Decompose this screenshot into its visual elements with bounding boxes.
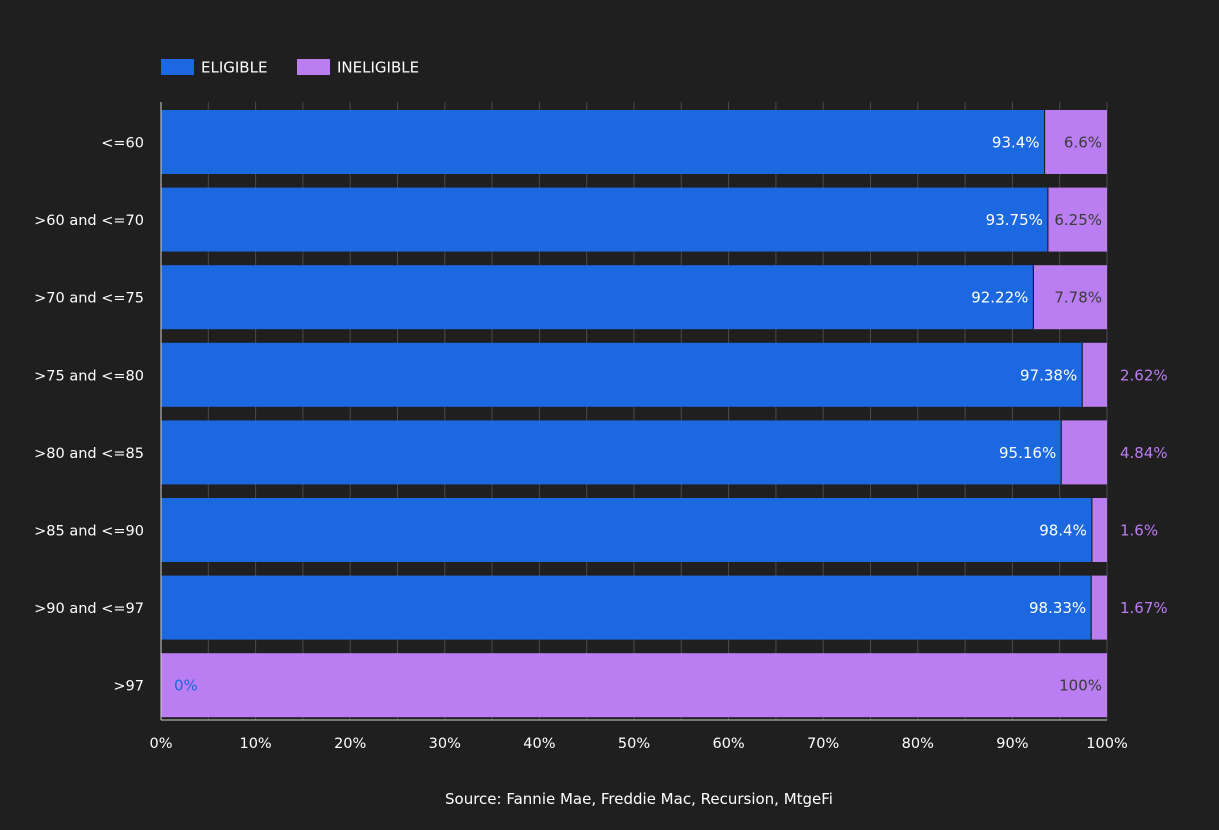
bar-eligible bbox=[161, 342, 1083, 407]
axes: <=60 >60 and <=70 >70 and <=75 >75 and <=80… bbox=[34, 102, 1128, 752]
data-label-eligible: 98.33% bbox=[1029, 599, 1086, 617]
data-label-ineligible: 6.6% bbox=[1064, 134, 1102, 152]
data-label-eligible: 98.4% bbox=[1039, 522, 1087, 540]
x-tick-label: 10% bbox=[239, 736, 271, 752]
data-label-ineligible: 100% bbox=[1059, 677, 1102, 695]
bar-eligible bbox=[161, 420, 1062, 485]
category-label: >97 bbox=[113, 679, 144, 695]
bar-eligible bbox=[161, 187, 1048, 252]
data-label-eligible: 92.22% bbox=[971, 289, 1028, 307]
legend-swatch bbox=[297, 59, 330, 75]
bars bbox=[161, 110, 1107, 718]
category-label: >90 and <=97 bbox=[34, 601, 144, 617]
category-label: <=60 bbox=[101, 136, 144, 152]
bar-ineligible bbox=[1091, 575, 1107, 640]
x-tick-label: 20% bbox=[334, 736, 366, 752]
source-note: Source: Fannie Mae, Freddie Mac, Recursi… bbox=[445, 790, 833, 808]
x-tick-label: 60% bbox=[712, 736, 744, 752]
category-label: >60 and <=70 bbox=[34, 213, 144, 229]
data-label-ineligible: 6.25% bbox=[1054, 211, 1102, 229]
legend-label: INELIGIBLE bbox=[337, 59, 419, 77]
bar-ineligible bbox=[1061, 420, 1107, 485]
bar-ineligible bbox=[1047, 187, 1107, 252]
data-label-ineligible: 1.6% bbox=[1120, 522, 1158, 540]
bar-ineligible bbox=[1082, 342, 1107, 407]
bar-eligible bbox=[161, 265, 1034, 330]
bar-ineligible bbox=[1091, 498, 1107, 562]
bar-ineligible bbox=[161, 653, 1107, 718]
data-labels: 93.4% 6.6% 93.75% 6.25% 92.22% 7.78% 97.38% 2.6… bbox=[174, 134, 1168, 695]
legend: ELIGIBLE INELIGIBLE bbox=[161, 59, 419, 77]
x-tick-label: 30% bbox=[429, 736, 461, 752]
bar-eligible bbox=[161, 498, 1092, 562]
data-label-ineligible: 2.62% bbox=[1120, 366, 1168, 384]
legend-label: ELIGIBLE bbox=[201, 59, 267, 77]
legend-swatch bbox=[161, 59, 194, 75]
category-label: >80 and <=85 bbox=[34, 446, 144, 462]
category-label: >75 and <=80 bbox=[34, 368, 144, 384]
x-tick-label: 80% bbox=[902, 736, 934, 752]
data-label-ineligible: 4.84% bbox=[1120, 444, 1168, 462]
data-label-eligible: 95.16% bbox=[999, 444, 1056, 462]
data-label-eligible: 93.4% bbox=[992, 134, 1040, 152]
x-tick-label: 70% bbox=[807, 736, 839, 752]
bar-ineligible bbox=[1033, 265, 1107, 330]
bar-eligible bbox=[161, 110, 1045, 174]
x-tick-label: 100% bbox=[1086, 736, 1127, 752]
bar-ineligible bbox=[1044, 110, 1107, 174]
x-tick-label: 0% bbox=[149, 736, 172, 752]
data-label-eligible: 97.38% bbox=[1020, 366, 1077, 384]
x-tick-label: 90% bbox=[996, 736, 1028, 752]
data-label-ineligible: 7.78% bbox=[1054, 289, 1102, 307]
x-tick-label: 50% bbox=[618, 736, 650, 752]
category-label: >70 and <=75 bbox=[34, 291, 144, 307]
data-label-ineligible: 1.67% bbox=[1120, 599, 1168, 617]
x-tick-label: 40% bbox=[523, 736, 555, 752]
data-label-eligible: 93.75% bbox=[986, 211, 1043, 229]
bar-eligible bbox=[161, 575, 1092, 640]
category-label: >85 and <=90 bbox=[34, 524, 144, 540]
data-label-eligible: 0% bbox=[174, 677, 198, 695]
